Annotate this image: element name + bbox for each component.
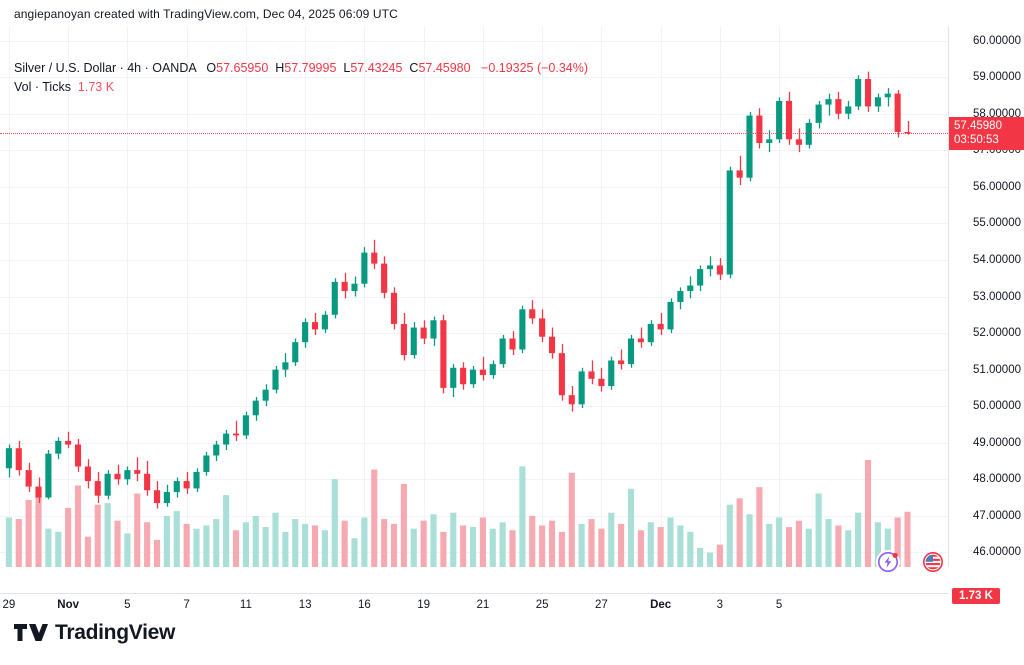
current-price-label: 57.45980 03:50:53 [949,117,1024,151]
volume-value-label: 1.73 K [952,588,1000,604]
time-axis[interactable]: 29 Nov 5 7 11 13 16 19 21 25 27 Dec 3 5 [0,593,948,620]
tradingview-brand-text[interactable]: TradingView [55,620,176,644]
price-tick-56: 56.00000 [973,180,1021,193]
legend-volume-value: 1.73 K [77,80,115,94]
time-tick-13: 13 [298,599,312,611]
time-tick-5: 5 [775,599,783,611]
legend-open-label: O [206,61,217,75]
price-tick-50: 50.00000 [973,400,1021,413]
legend-volume-row: Vol · Ticks 1.73 K [14,78,588,97]
time-tick-11: 11 [239,599,252,611]
time-tick-3: 3 [716,599,724,611]
grid-lines [0,26,948,567]
legend-high-label: H [275,61,285,75]
legend-change: −0.19325 (−0.34%) [481,61,589,75]
time-tick-21: 21 [476,599,490,611]
time-tick-25: 25 [535,599,549,611]
chart-area[interactable]: 60.0000059.0000058.0000057.0000056.00000… [0,26,1024,611]
footer: TradingView [0,600,1024,665]
bar-countdown: 03:50:53 [954,134,999,147]
current-price-line [0,133,948,135]
price-tick-48: 48.00000 [973,473,1021,486]
lightning-badge[interactable] [876,550,900,574]
legend-high-value: 57.79995 [284,61,337,75]
legend-close-label: C [409,61,419,75]
time-tick-nov: Nov [57,599,79,611]
us-flag-badge[interactable] [921,550,945,574]
price-tick-53: 53.00000 [973,290,1021,303]
time-tick-19: 19 [417,599,431,611]
price-tick-60: 60.00000 [973,34,1021,47]
tradingview-logo-icon[interactable] [14,622,48,644]
attribution-text: angiepanoyan created with TradingView.co… [14,7,398,21]
volume-label-text: 1.73 K [959,590,993,602]
legend-volume-title[interactable]: Vol · Ticks [14,80,71,94]
price-tick-46: 46.00000 [973,546,1021,559]
legend-low-value: 57.43245 [350,61,403,75]
legend-low-label: L [343,61,351,75]
lightning-icon [878,552,898,572]
legend-symbol[interactable]: Silver / U.S. Dollar [14,61,117,75]
time-tick-29: 29 [2,599,16,611]
legend-interval[interactable]: 4h [127,61,142,75]
legend-sep-1: · [116,61,128,75]
legend-exchange: OANDA [152,61,196,75]
time-tick-dec: Dec [650,599,672,611]
price-plot[interactable] [0,26,948,567]
legend-close-value: 57.45980 [418,61,471,75]
legend-sep-2: · [141,61,153,75]
price-tick-55: 55.00000 [973,217,1021,230]
price-axis[interactable]: 60.0000059.0000058.0000057.0000056.00000… [948,26,1024,567]
time-tick-16: 16 [357,599,371,611]
legend-ohlc-row: Silver / U.S. Dollar · 4h · OANDA O57.65… [14,59,588,78]
price-tick-58: 58.00000 [973,107,1021,120]
price-tick-54: 54.00000 [973,253,1021,266]
price-tick-52: 52.00000 [973,327,1021,340]
chart-legend: Silver / U.S. Dollar · 4h · OANDA O57.65… [14,59,588,97]
current-price-value: 57.45980 [954,120,1002,133]
time-tick-7: 7 [183,599,190,611]
price-tick-47: 47.00000 [973,509,1021,522]
candlestick-series [5,71,911,567]
price-tick-49: 49.00000 [973,436,1021,449]
price-tick-59: 59.00000 [973,71,1021,84]
legend-open-value: 57.65950 [216,61,269,75]
time-tick-5: 5 [124,599,131,611]
time-tick-27: 27 [594,599,608,611]
us-flag-icon [923,552,943,572]
price-tick-51: 51.00000 [973,363,1021,376]
